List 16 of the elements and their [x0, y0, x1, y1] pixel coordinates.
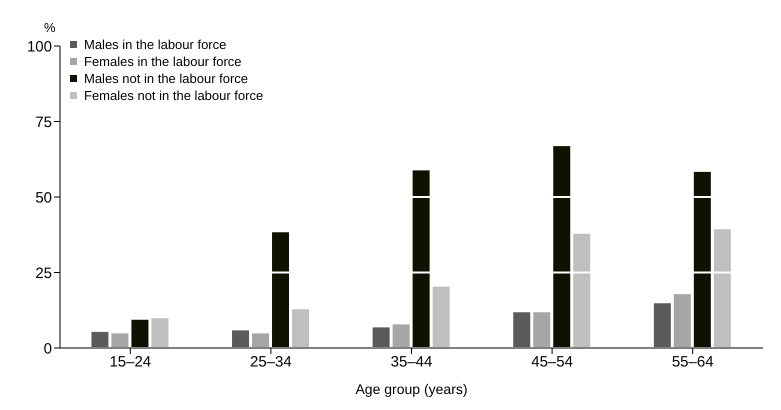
legend-label: Males not in the labour force: [84, 70, 248, 87]
x-tick-label: 15–24: [109, 354, 152, 371]
y-tick-label: 0: [44, 340, 52, 358]
x-tick-label: 45–54: [531, 354, 573, 371]
y-tick-label: 25: [35, 264, 52, 282]
y-axis-title: %: [44, 20, 56, 35]
legend-label: Males in the labour force: [84, 36, 226, 53]
x-tick-label: 25–34: [250, 354, 292, 371]
x-axis-title: Age group (years): [355, 381, 468, 397]
legend-label: Females in the labour force: [84, 53, 242, 70]
legend-label: Females not in the labour force: [84, 87, 264, 104]
x-tick-label: 55–64: [672, 354, 714, 371]
y-tick-label: 75: [35, 114, 52, 131]
y-tick-label: 50: [35, 189, 52, 206]
x-tick-label: 35–44: [390, 354, 432, 371]
y-tick-label: 100: [26, 38, 52, 56]
